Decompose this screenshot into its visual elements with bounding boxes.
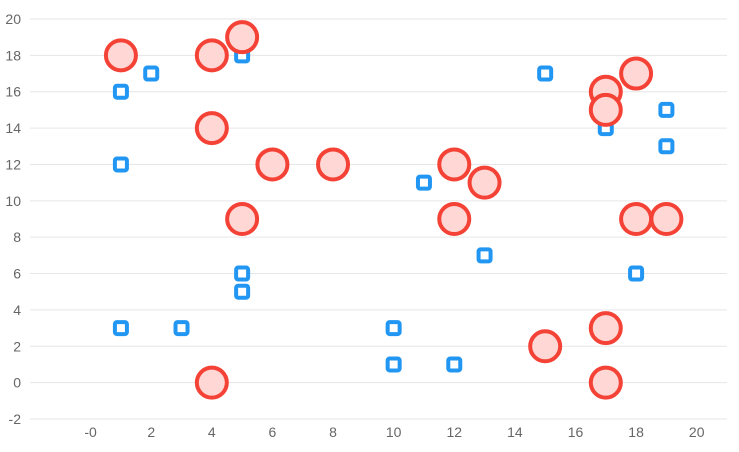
x-tick-label: 18 (628, 424, 644, 440)
y-tick-label: 16 (5, 84, 21, 100)
data-point-square (173, 320, 190, 337)
y-tick-label: 20 (5, 11, 21, 27)
x-tick-label: 4 (208, 424, 216, 440)
data-point-circle (103, 38, 138, 73)
data-point-square (234, 265, 251, 282)
square-series (112, 47, 675, 373)
plot-area (103, 20, 684, 400)
data-point-circle (437, 202, 472, 236)
data-point-circle (316, 147, 351, 182)
data-point-square (385, 356, 402, 373)
data-point-square (658, 138, 675, 155)
data-point-circle (225, 202, 260, 236)
x-tick-label: 2 (147, 424, 155, 440)
x-tick-label: -0 (84, 424, 97, 440)
data-point-circle (255, 147, 290, 182)
x-axis: -0 2 4 6 8 10 12 14 16 18 20 (84, 424, 704, 440)
x-tick-label: 6 (269, 424, 277, 440)
data-point-circle (619, 202, 654, 236)
y-tick-label: 12 (5, 156, 21, 172)
y-tick-label: 14 (5, 120, 21, 136)
data-point-square (385, 320, 402, 337)
x-tick-label: 16 (568, 424, 584, 440)
data-point-circle (194, 111, 229, 146)
data-point-circle (225, 20, 260, 55)
circle-series (103, 20, 684, 400)
data-point-square (112, 320, 129, 337)
y-tick-label: 2 (13, 338, 21, 354)
data-point-square (537, 65, 554, 82)
x-tick-label: 20 (689, 424, 705, 440)
data-point-circle (588, 365, 623, 400)
data-point-circle (619, 56, 654, 91)
y-axis: -2 0 2 4 6 8 10 12 14 16 18 20 (5, 11, 21, 427)
data-point-square (143, 65, 160, 82)
data-point-circle (194, 38, 229, 73)
data-point-circle (649, 202, 684, 236)
y-tick-label: -2 (9, 411, 22, 427)
data-point-square (415, 174, 432, 191)
y-tick-label: 4 (13, 302, 21, 318)
data-point-circle (437, 147, 472, 182)
y-tick-label: 0 (13, 375, 21, 391)
data-point-square (446, 356, 463, 373)
data-point-circle (467, 165, 502, 200)
x-tick-label: 12 (446, 424, 462, 440)
x-tick-label: 8 (329, 424, 337, 440)
data-point-square (112, 83, 129, 100)
data-point-circle (588, 311, 623, 346)
data-point-circle (588, 92, 623, 127)
data-point-circle (194, 365, 229, 400)
y-tick-label: 8 (13, 229, 21, 245)
y-tick-label: 18 (5, 47, 21, 63)
x-tick-label: 14 (507, 424, 523, 440)
data-point-square (658, 101, 675, 118)
data-point-square (234, 283, 251, 300)
data-point-square (628, 265, 645, 282)
x-tick-label: 10 (386, 424, 402, 440)
y-tick-label: 6 (13, 266, 21, 282)
data-point-square (476, 247, 493, 264)
data-point-square (112, 156, 129, 173)
y-tick-label: 10 (5, 193, 21, 209)
data-point-circle (528, 329, 563, 364)
